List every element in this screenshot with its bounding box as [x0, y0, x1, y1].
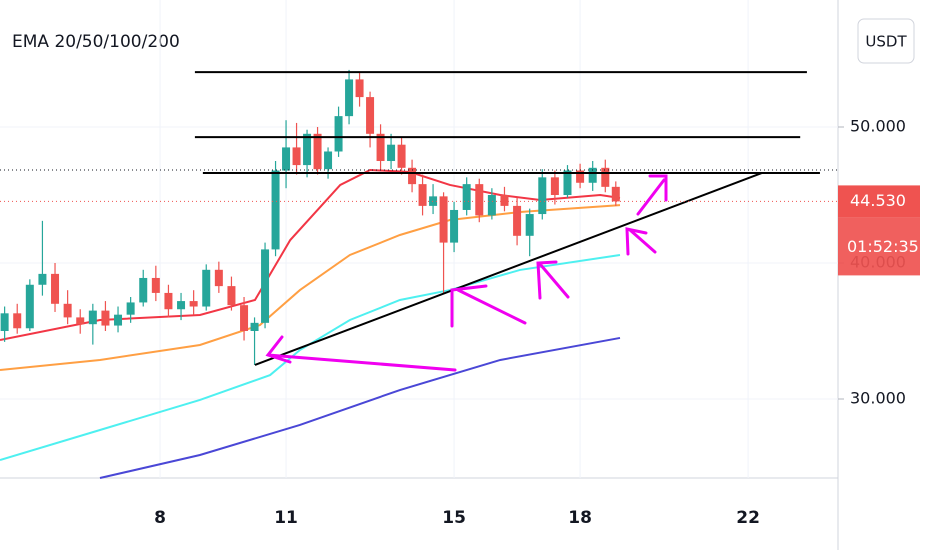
candle-body [487, 195, 496, 216]
y-tick-label: 50.000 [850, 117, 906, 136]
candle-body [334, 116, 343, 152]
candle-body [261, 249, 270, 323]
candle-body [303, 133, 312, 166]
candle-body [611, 186, 620, 202]
candle-body [151, 277, 160, 293]
candle-body [324, 151, 333, 170]
candle-body [88, 310, 97, 325]
trendline [254, 172, 763, 366]
candle-body [177, 301, 186, 310]
candle-body [114, 314, 123, 326]
candle-body [345, 79, 354, 117]
arrow [625, 227, 657, 256]
ema-line [0, 253, 621, 462]
candle-body [576, 170, 585, 183]
candle-body [355, 79, 364, 98]
candle-body [397, 144, 406, 168]
candle-body [189, 301, 198, 307]
candle-body [0, 313, 9, 331]
candle-body [450, 209, 459, 243]
candle-body [525, 214, 534, 236]
annotations [265, 174, 668, 372]
candle-body [139, 277, 148, 303]
candle-body [240, 305, 249, 331]
candle-body [563, 170, 572, 196]
candle-body [164, 292, 173, 310]
candle-body [13, 313, 22, 329]
candle-body [387, 144, 396, 162]
candle-body [538, 177, 547, 215]
x-tick-label: 18 [568, 508, 592, 528]
ema-line [99, 336, 621, 479]
candle-body [292, 147, 301, 166]
candle-body [462, 184, 471, 210]
currency-label[interactable]: USDT [865, 33, 907, 51]
candle-body [408, 167, 417, 185]
candle-body [76, 317, 85, 325]
candle-body [51, 273, 60, 304]
candle-body [500, 195, 509, 206]
arrow [265, 335, 457, 372]
candle-body [227, 286, 236, 306]
candle-body [63, 303, 72, 318]
candle-body [439, 196, 448, 243]
currency-button[interactable] [857, 18, 915, 64]
candle-body [601, 167, 610, 187]
arrow [536, 260, 570, 300]
candle-body [376, 133, 385, 162]
candle-body [38, 273, 47, 285]
y-tick-label: 30.000 [850, 388, 906, 407]
candle-body [101, 310, 110, 326]
candle-body [366, 97, 375, 134]
candle-body [282, 147, 291, 171]
chart-title: EMA 20/50/100/200 [12, 32, 180, 52]
arrow [450, 284, 527, 328]
candle-body [418, 184, 427, 206]
plot [0, 0, 838, 479]
candle-body [202, 269, 211, 307]
candle-body [429, 196, 438, 206]
price-badge-label: 44.530 [850, 191, 906, 210]
countdown-label: 01:52:35 [847, 237, 919, 256]
candle-body [475, 184, 484, 216]
arrow [636, 174, 668, 216]
candle-body [214, 269, 223, 287]
x-tick-label: 11 [274, 508, 298, 528]
price-badge [838, 185, 920, 218]
candle-body [550, 177, 559, 196]
countdown-badge [838, 217, 920, 276]
candle-body [126, 302, 135, 315]
ema-line [0, 204, 621, 372]
candle-body [313, 133, 322, 170]
x-tick-label: 8 [154, 508, 166, 528]
candle-body [513, 205, 522, 236]
candle-body [250, 322, 259, 331]
x-tick-label: 15 [442, 508, 466, 528]
x-tick-label: 22 [736, 508, 760, 528]
candle-body [25, 284, 34, 329]
candle-body [271, 170, 280, 250]
candle-body [588, 167, 597, 183]
